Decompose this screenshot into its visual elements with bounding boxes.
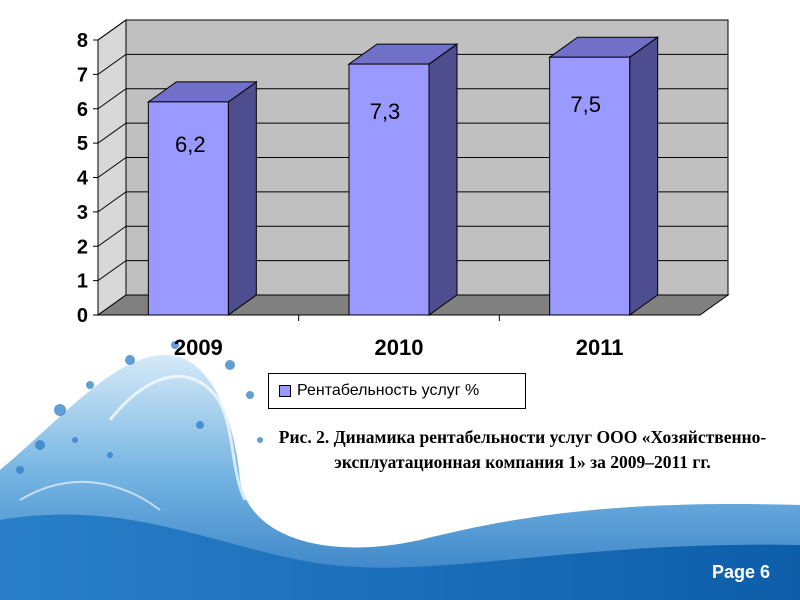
page-number: Page 6 [711, 562, 770, 582]
y-tick-label: 8 [77, 30, 88, 52]
legend-label: Рентабельность услуг % [297, 382, 480, 399]
y-tick-label: 5 [77, 133, 88, 155]
y-tick-label: 3 [77, 202, 88, 224]
y-tick-label: 4 [77, 168, 89, 190]
gridline-side [97, 157, 127, 178]
data-label: 7,3 [370, 99, 401, 124]
y-tick-label: 1 [77, 271, 88, 293]
gridline-side [97, 260, 127, 282]
gridline-side [97, 225, 127, 247]
bar [549, 56, 631, 316]
gridline-side [97, 53, 127, 75]
chart-legend: Рентабельность услуг % [268, 373, 526, 409]
bar-side [629, 36, 659, 316]
gridline-side [97, 88, 127, 110]
y-tick-label: 0 [77, 305, 88, 327]
gridline-side [97, 19, 127, 41]
data-label: 6,2 [175, 132, 206, 157]
x-tick-label: 2009 [174, 335, 223, 360]
legend-swatch [279, 385, 291, 397]
figure-caption: Рис. 2. Динамика рентабельности услуг ОО… [278, 427, 767, 472]
data-label: 7,5 [570, 92, 601, 117]
x-tick-label: 2010 [375, 335, 424, 360]
x-tick-label: 2011 [576, 335, 624, 360]
y-tick-label: 6 [77, 99, 88, 121]
gridline-side [97, 122, 127, 144]
gridline-side [97, 191, 127, 213]
y-tick-label: 2 [77, 236, 88, 258]
bar-side [428, 43, 458, 316]
bar-side [227, 80, 257, 316]
bar-chart: 0 1 2 3 4 5 6 7 8 6,2 2009 7,3 2010 7,5 2011 [77, 19, 730, 360]
y-tick-label: 7 [77, 64, 88, 86]
bar [147, 101, 229, 316]
bar [348, 63, 430, 316]
